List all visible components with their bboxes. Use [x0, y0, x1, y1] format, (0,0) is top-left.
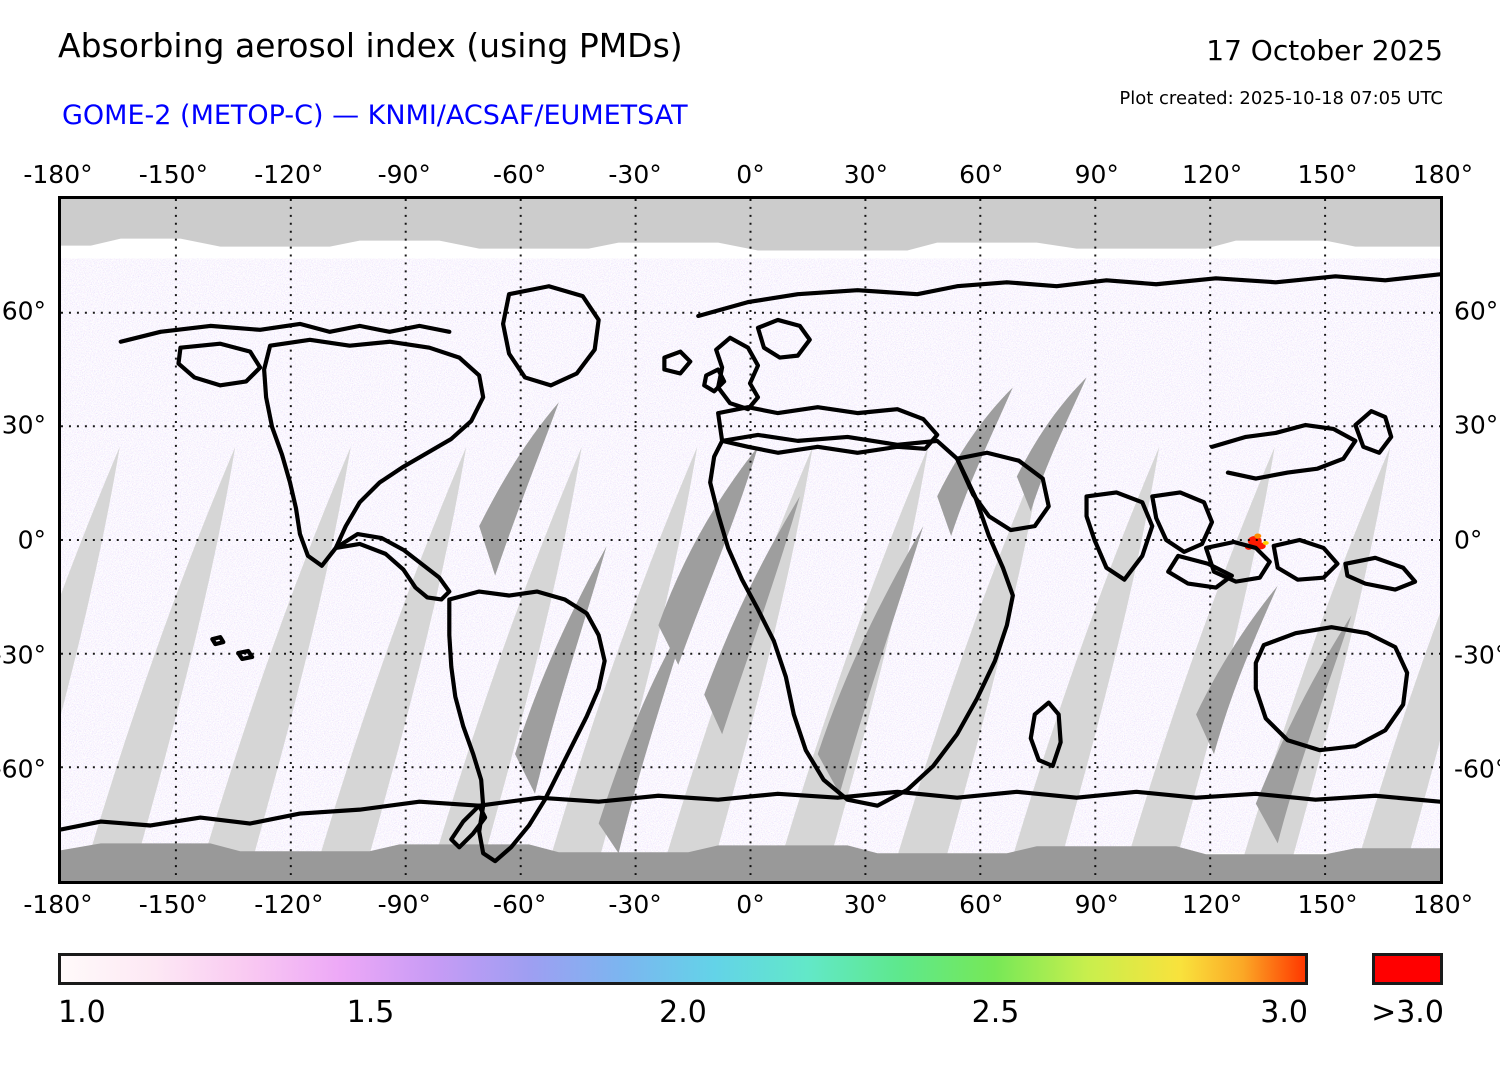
instrument-source: GOME-2 (METOP-C) — KNMI/ACSAF/EUMETSAT: [62, 100, 688, 131]
longitude-tick-top: 90°: [1074, 160, 1119, 189]
longitude-tick-bottom: -180°: [23, 890, 93, 919]
longitude-tick-bottom: 150°: [1297, 890, 1358, 919]
latitude-tick-right: 60°: [1454, 296, 1499, 326]
colorbar-gradient: [61, 956, 1305, 982]
longitude-tick-top: 30°: [843, 160, 889, 189]
longitude-tick-top: 180°: [1412, 160, 1474, 189]
longitude-tick-bottom: 90°: [1074, 890, 1119, 919]
colorbar-tick: 1.5: [346, 995, 395, 1030]
longitude-tick-bottom: 180°: [1412, 890, 1474, 919]
longitude-tick-bottom: 0°: [736, 890, 765, 919]
colorbar-tick: 2.5: [971, 995, 1020, 1030]
page-title: Absorbing aerosol index (using PMDs): [58, 26, 683, 65]
colorbar-tick: 2.0: [659, 995, 707, 1030]
longitude-tick-top: 150°: [1297, 160, 1358, 189]
longitude-tick-bottom: -60°: [492, 890, 547, 919]
map-gridlines: [61, 199, 1440, 881]
latitude-tick-right: -30°: [1454, 640, 1500, 670]
longitude-tick-top: -60°: [492, 160, 547, 189]
latitude-tick-left: 0°: [17, 525, 46, 555]
plot-created-timestamp: Plot created: 2025-10-18 07:05 UTC: [1119, 88, 1443, 109]
observation-date: 17 October 2025: [1206, 34, 1443, 67]
longitude-tick-top: -150°: [138, 160, 209, 189]
colorbar-tick: 1.0: [58, 995, 106, 1030]
longitude-tick-bottom: 120°: [1182, 890, 1243, 919]
longitude-tick-top: -180°: [23, 160, 93, 189]
longitude-tick-bottom: -150°: [138, 890, 209, 919]
coastlines: [61, 272, 1440, 864]
longitude-tick-bottom: -120°: [254, 890, 324, 919]
latitude-tick-right: 0°: [1454, 525, 1483, 555]
colorbar: [58, 953, 1308, 985]
longitude-tick-top: 60°: [959, 160, 1004, 189]
orbital-swath-gaps: [61, 446, 1440, 881]
longitude-tick-bottom: 30°: [843, 890, 889, 919]
colorbar-tick: 3.0: [1260, 995, 1308, 1030]
south-polar-noretrieval-band: [61, 843, 1440, 881]
colorbar-over-label: >3.0: [1371, 995, 1444, 1030]
longitude-tick-bottom: -30°: [608, 890, 662, 919]
latitude-tick-right: 30°: [1454, 410, 1499, 440]
longitude-tick-top: 120°: [1182, 160, 1243, 189]
longitude-tick-top: -90°: [377, 160, 431, 189]
latitude-tick-left: -30°: [0, 640, 46, 670]
world-map-plot: [58, 196, 1443, 884]
swath-gaps-over-land: [479, 377, 1352, 854]
longitude-tick-top: 0°: [736, 160, 765, 189]
latitude-tick-left: -60°: [0, 754, 46, 784]
longitude-tick-bottom: -90°: [377, 890, 431, 919]
colorbar-over-swatch: [1372, 953, 1443, 985]
latitude-tick-left: 30°: [1, 410, 46, 440]
latitude-tick-left: 60°: [1, 296, 46, 326]
longitude-tick-top: -30°: [608, 160, 662, 189]
latitude-tick-right: -60°: [1454, 754, 1500, 784]
longitude-tick-bottom: 60°: [959, 890, 1004, 919]
longitude-tick-top: -120°: [254, 160, 324, 189]
